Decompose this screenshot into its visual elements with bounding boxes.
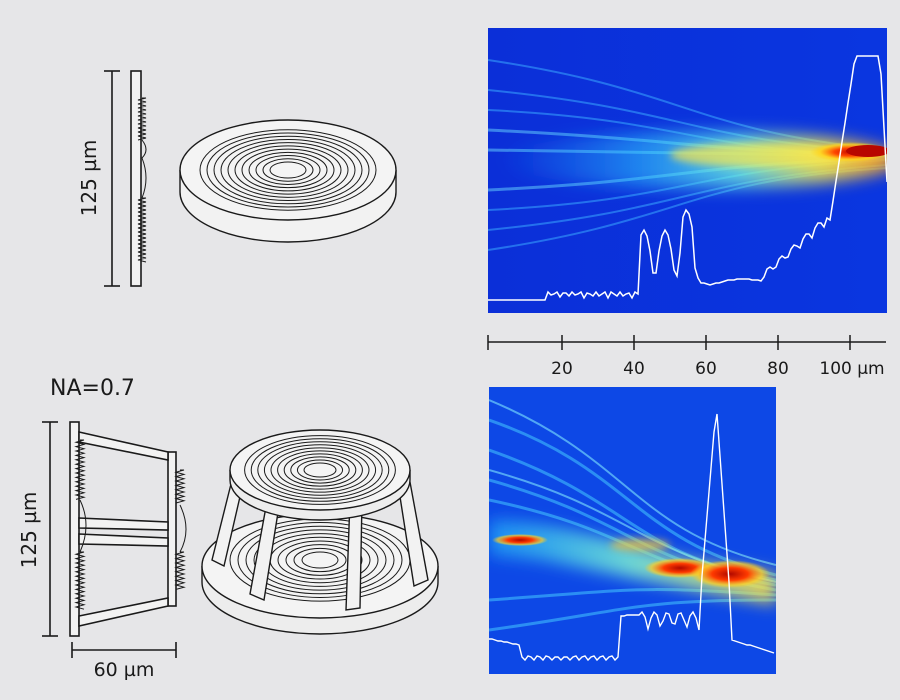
- scale-label-20: 20: [551, 359, 573, 379]
- distance-scale: [487, 335, 886, 350]
- scale-label-100: 100 µm: [819, 359, 884, 379]
- top-lens-rings: [199, 129, 377, 211]
- bottom-lens-rings: [244, 435, 396, 505]
- top-lens-profile: [137, 97, 147, 263]
- top-intensity-profile: [488, 55, 887, 301]
- bottom-width-label: 60 µm: [94, 659, 155, 681]
- bottom-height-label: 125 µm: [17, 492, 41, 569]
- bottom-lens-profile-left: [74, 439, 87, 610]
- na-label: NA=0.7: [50, 376, 135, 401]
- top-intensity-map: [488, 28, 887, 313]
- top-substrate: [130, 70, 142, 287]
- bottom-intensity-map: [489, 387, 776, 674]
- bottom-struts: [78, 431, 169, 627]
- scale-label-80: 80: [767, 359, 789, 379]
- bottom-substrate: [69, 421, 80, 637]
- bottom-top-plate: [167, 451, 177, 607]
- scale-label-60: 60: [695, 359, 717, 379]
- top-height-label: 125 µm: [77, 140, 101, 217]
- bottom-lens-isometric: [201, 429, 439, 635]
- bottom-lens-profile-right: [174, 469, 187, 590]
- top-lens-isometric: [179, 119, 397, 243]
- scale-label-40: 40: [623, 359, 645, 379]
- bottom-intensity-profile: [489, 413, 775, 662]
- top-lens-side-view: [104, 70, 147, 287]
- bottom-lens-side-view: [42, 421, 187, 658]
